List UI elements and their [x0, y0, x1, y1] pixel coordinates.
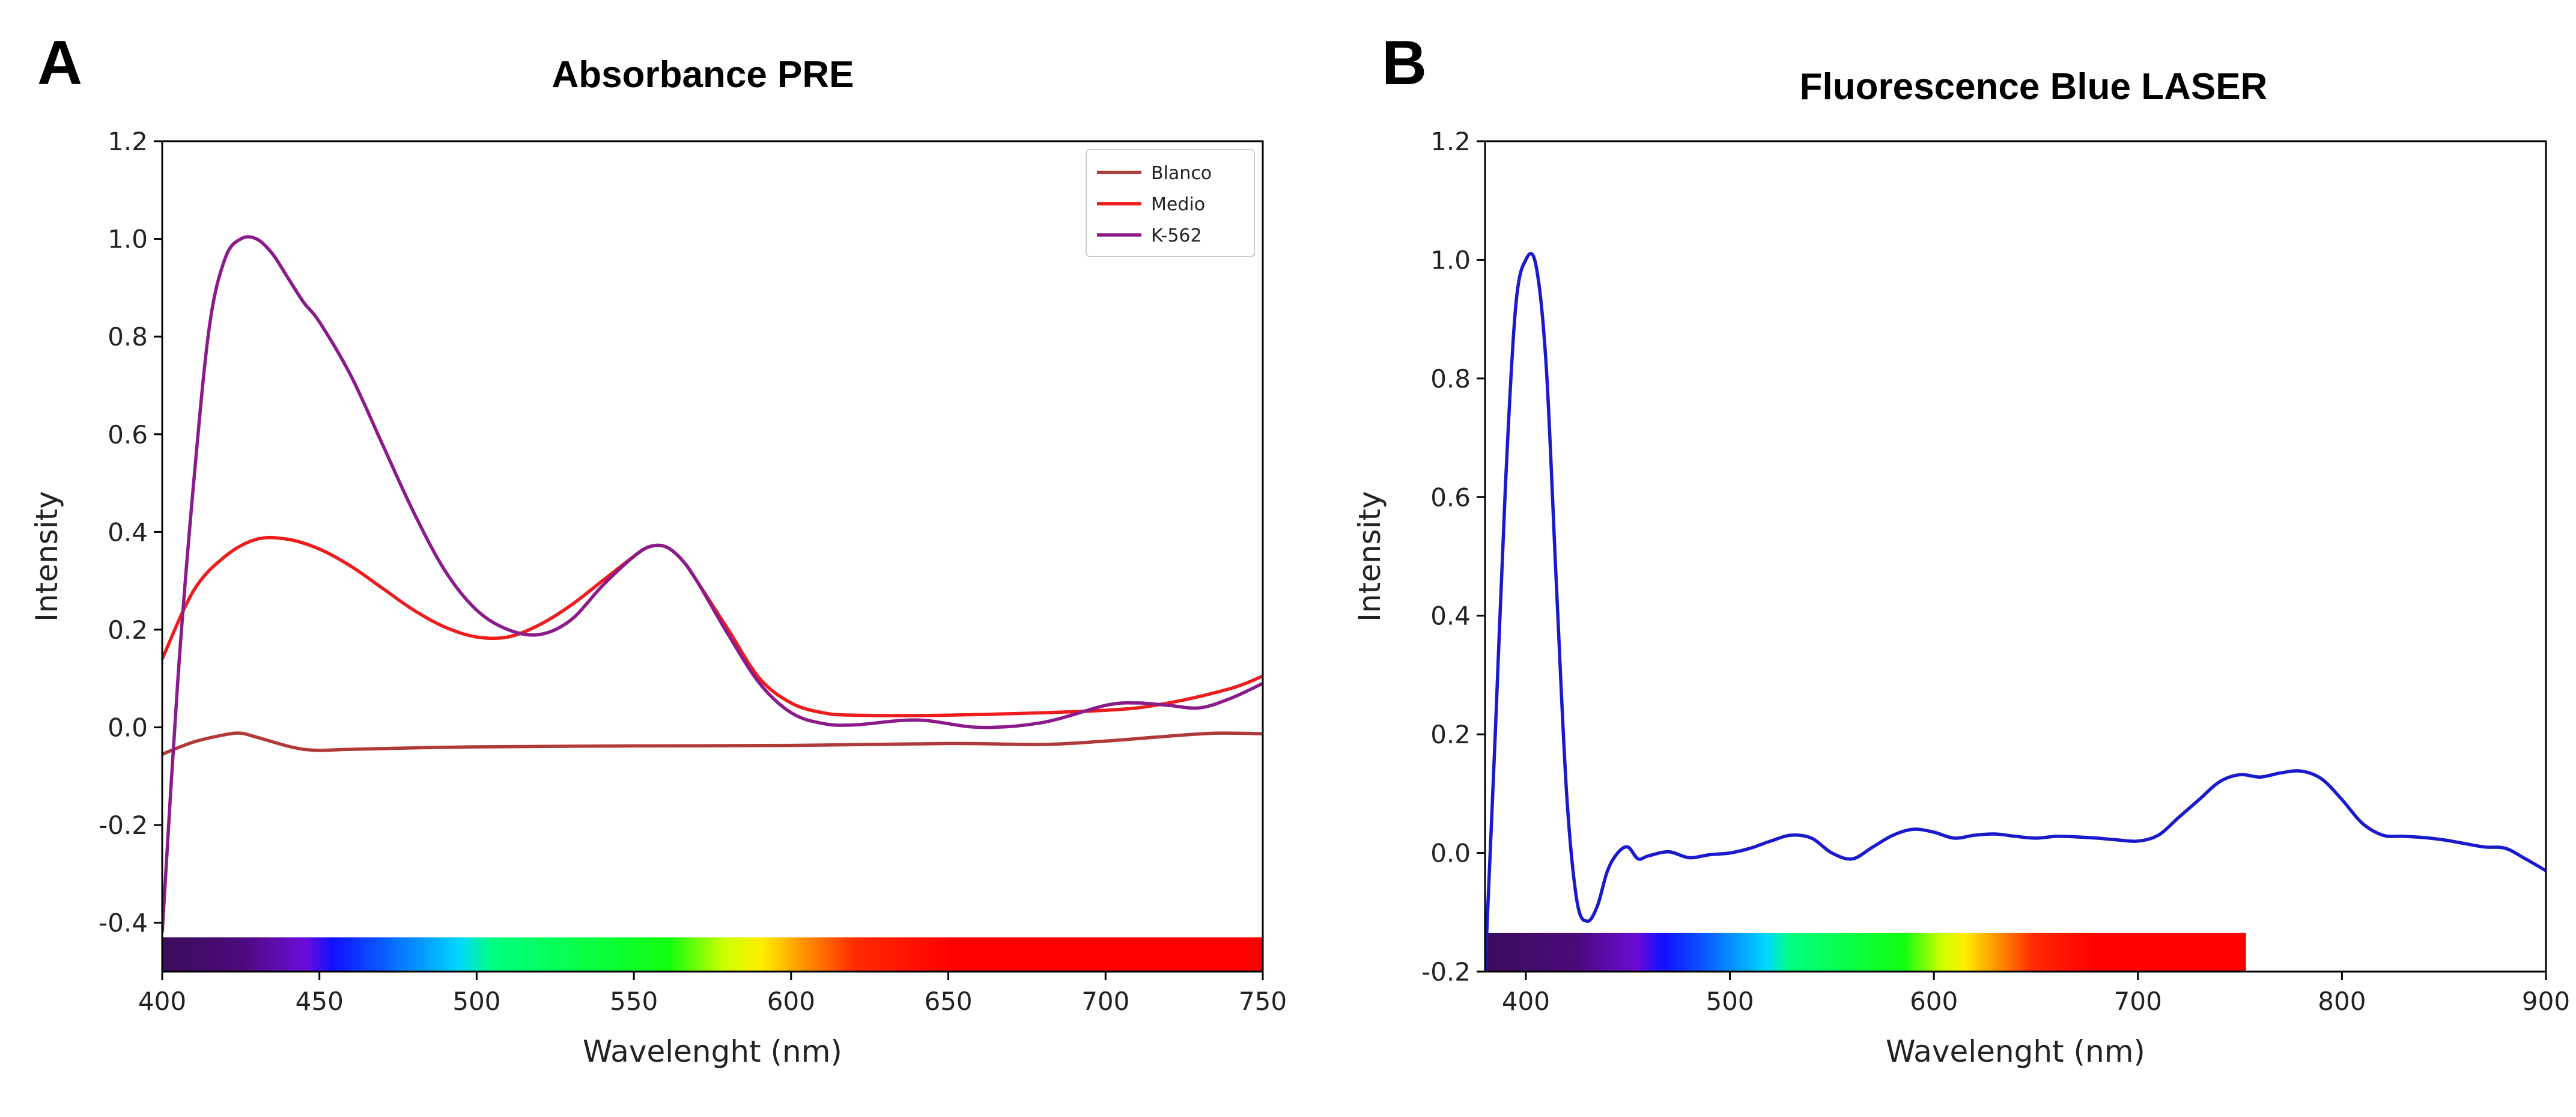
chart-b-ytick-label: 1.2 — [1430, 127, 1471, 156]
chart-a-xtick-label: 700 — [1081, 987, 1129, 1016]
chart-b-spectrum-bar — [1485, 933, 2246, 972]
chart-a-ytick-label: 0.0 — [108, 713, 148, 743]
chart-a-xtick-label: 400 — [138, 987, 186, 1016]
chart-b-title: Fluorescence Blue LASER — [1800, 66, 2268, 108]
chart-a-ytick-label: -0.2 — [99, 811, 148, 840]
chart-b-xtick-label: 700 — [2114, 987, 2162, 1016]
chart-b-xtick-label: 600 — [1910, 987, 1958, 1016]
chart-a-ytick-label: 0.6 — [108, 420, 148, 449]
chart-b-ytick-label: 1.0 — [1430, 245, 1471, 275]
chart-a-ytick-label: 0.8 — [108, 322, 148, 352]
chart-a-ytick-label: 0.4 — [108, 517, 148, 547]
panel-a-letter: A — [37, 28, 82, 98]
panel-b-letter: B — [1382, 28, 1427, 98]
chart-b-axes-frame — [1484, 140, 2547, 973]
chart-b-xtick-label: 500 — [1706, 987, 1754, 1016]
chart-a-legend-label-k-562: K-562 — [1151, 225, 1202, 246]
chart-a-axes-frame — [161, 140, 1264, 973]
chart-a-ytick-label: 0.2 — [108, 615, 148, 645]
chart-a-xtick-label: 750 — [1239, 987, 1287, 1016]
chart-b-series-fluorescence — [1485, 252, 2546, 972]
chart-a-plot: 400 450 500 550 600 650 700 750 -0.4 -0.2 0.0 0.2 0.… — [29, 127, 1287, 1069]
chart-b-ylabel: Intensity — [1352, 491, 1387, 622]
chart-a-legend-label-blanco: Blanco — [1151, 163, 1212, 184]
chart-b-ytick-label: -0.2 — [1421, 957, 1471, 987]
chart-a-xtick-label: 550 — [610, 987, 658, 1016]
chart-b-ytick-label: 0.2 — [1430, 720, 1471, 749]
chart-a-xtick-label: 650 — [924, 987, 972, 1016]
chart-a-spectrum-bar — [162, 937, 1263, 972]
chart-b-ytick-label: 0.4 — [1430, 601, 1471, 631]
chart-b-plot: 400 500 600 700 800 900 -0.2 0.0 0.2 0.4 0.6 0.8 1.0… — [1352, 127, 2570, 1069]
chart-a-legend-label-medio: Medio — [1151, 194, 1205, 215]
chart-a-series-medio — [162, 535, 1263, 717]
chart-b-ytick-label: 0.8 — [1430, 364, 1471, 394]
chart-a-series-blanco — [162, 731, 1263, 756]
chart-a-ytick-label: 1.2 — [108, 127, 148, 156]
chart-a-series-k-562 — [162, 235, 1263, 933]
chart-a-xtick-label: 600 — [767, 987, 815, 1016]
chart-b-ytick-label: 0.0 — [1430, 839, 1471, 868]
chart-a-ytick-label: -0.4 — [99, 909, 148, 938]
panel-a: A Absorbance PRE 400 450 500 550 600 650 700 75… — [29, 28, 1287, 1069]
chart-a-ytick-label: 1.0 — [108, 225, 148, 254]
chart-b-ytick-label: 0.6 — [1430, 482, 1471, 512]
chart-b-xtick-label: 900 — [2522, 987, 2570, 1016]
chart-a-xlabel: Wavelenght (nm) — [583, 1034, 842, 1069]
panel-b: B Fluorescence Blue LASER 400 500 600 700 80… — [1352, 28, 2570, 1069]
chart-a-title: Absorbance PRE — [551, 54, 854, 96]
chart-b-xtick-label: 400 — [1502, 987, 1550, 1016]
chart-a-xtick-label: 450 — [296, 987, 344, 1016]
chart-b-xlabel: Wavelenght (nm) — [1886, 1034, 2145, 1069]
chart-a-ylabel: Intensity — [29, 491, 64, 622]
chart-b-xtick-label: 800 — [2318, 987, 2366, 1016]
chart-a-xtick-label: 500 — [452, 987, 500, 1016]
chart-a-legend-box — [1086, 149, 1255, 257]
chart-a-legend: Blanco Medio K-562 — [1086, 149, 1255, 257]
